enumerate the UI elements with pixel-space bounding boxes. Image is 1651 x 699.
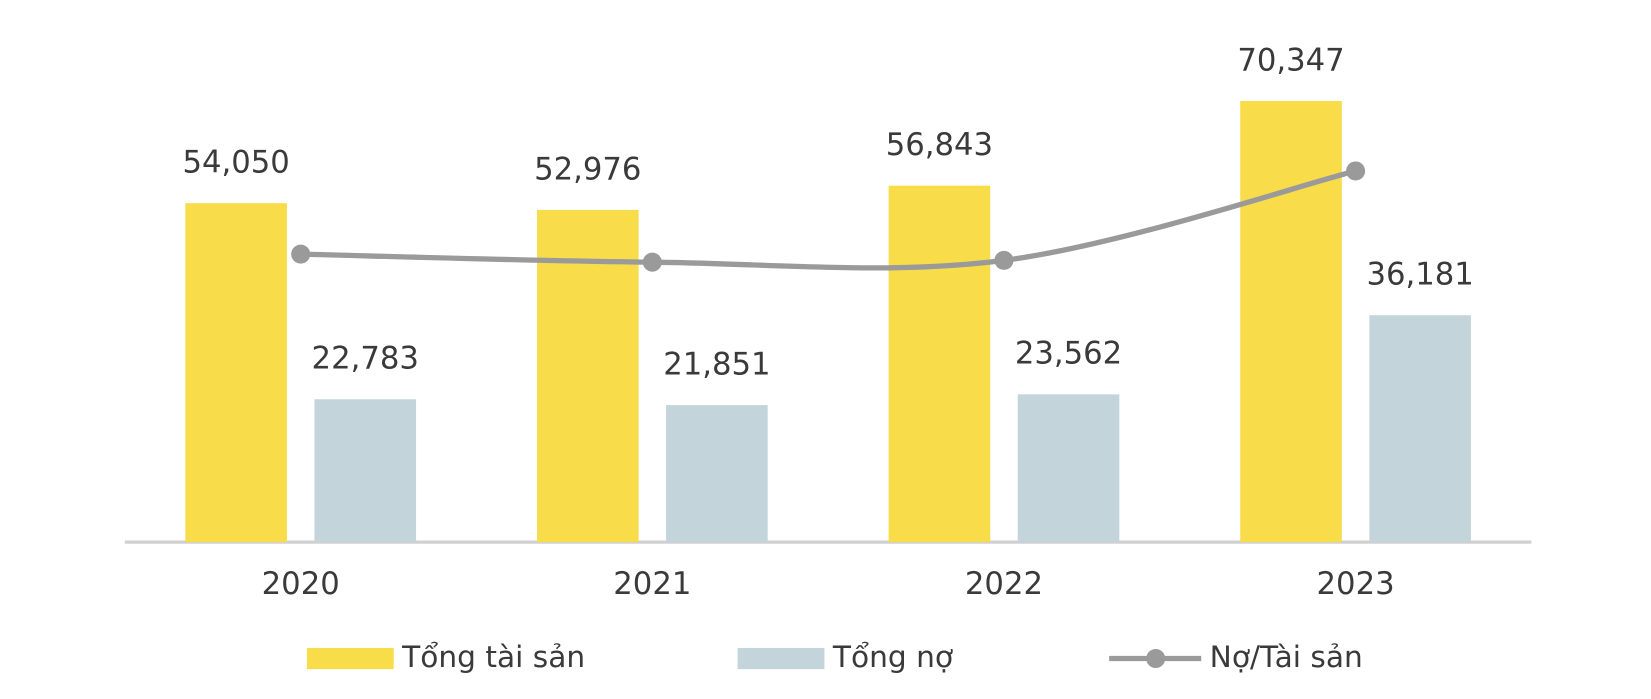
- legend-swatch: [306, 647, 394, 670]
- value-label: 70,347: [1237, 43, 1344, 78]
- bar: [888, 185, 991, 543]
- value-label: 52,976: [534, 152, 641, 187]
- value-label: 23,562: [1015, 337, 1122, 372]
- bar: [536, 209, 639, 543]
- x-tick-label: 2023: [1317, 567, 1395, 602]
- line: [300, 168, 1357, 271]
- bar: [666, 405, 768, 543]
- value-label: 54,050: [182, 146, 289, 181]
- bar: [1240, 100, 1342, 543]
- x-tick-label: 2020: [262, 567, 340, 602]
- value-label: 21,851: [663, 347, 770, 382]
- line-marker: [994, 250, 1014, 270]
- bar: [314, 399, 417, 543]
- x-tick-label: 2021: [613, 567, 691, 602]
- bar: [185, 203, 287, 543]
- legend-label: Tổng tài sản: [401, 639, 585, 674]
- bar: [1369, 315, 1471, 543]
- value-label: 36,181: [1366, 258, 1473, 293]
- line-marker: [642, 252, 662, 272]
- legend-label: Tổng nợ: [832, 639, 953, 674]
- value-label: 56,843: [886, 128, 993, 163]
- bar: [1017, 394, 1120, 543]
- legend-label: Nợ/Tài sản: [1210, 639, 1363, 674]
- x-tick-label: 2022: [965, 567, 1043, 602]
- legend-swatch: [737, 647, 825, 670]
- value-label: 22,783: [312, 342, 419, 377]
- legend-swatch: [1146, 649, 1166, 669]
- line-marker: [1346, 161, 1366, 181]
- line-marker: [291, 244, 311, 264]
